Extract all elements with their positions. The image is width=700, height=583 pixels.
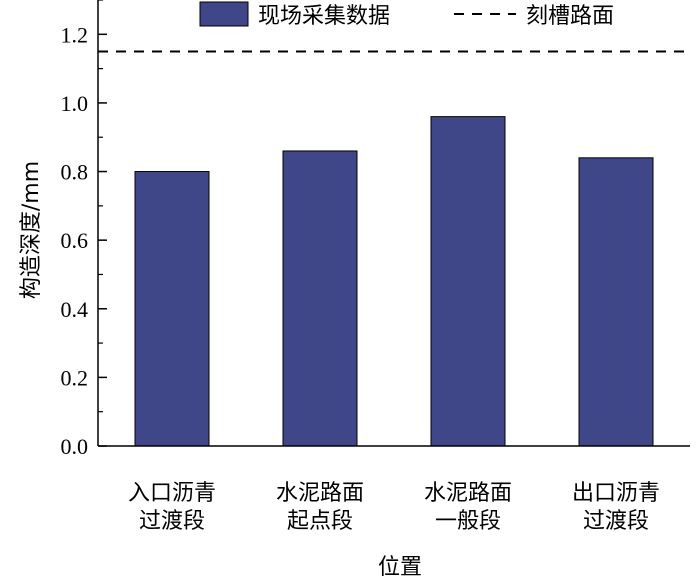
x-category-label: 一般段 [435, 509, 501, 534]
bar-1 [282, 150, 358, 447]
x-axis-title: 位置 [378, 555, 422, 580]
x-category-label: 水泥路面 [424, 481, 512, 506]
x-category-label: 过渡段 [583, 509, 649, 534]
y-tick-label: 1.0 [61, 91, 89, 116]
y-axis-title: 构造深度/mm [19, 161, 44, 299]
x-category-label: 起点段 [287, 509, 353, 534]
legend-label-series: 现场采集数据 [258, 4, 390, 29]
bar-2 [430, 116, 506, 447]
bar-3 [578, 157, 654, 447]
x-category-label: 入口沥青 [128, 481, 216, 506]
bar-0 [134, 171, 210, 447]
y-tick-label: 1.2 [61, 22, 89, 47]
y-tick-label: 0.4 [61, 297, 89, 322]
legend-label-reference: 刻槽路面 [526, 4, 614, 29]
axes [97, 0, 690, 447]
y-tick-label: 0.2 [61, 365, 89, 390]
y-tick-label: 0.8 [61, 160, 89, 185]
y-ticks: 0.0 0.2 0.4 0.6 0.8 1.0 1.2 [61, 0, 107, 459]
y-tick-label: 0.6 [61, 228, 89, 253]
bars [134, 116, 654, 447]
x-category-label: 水泥路面 [276, 481, 364, 506]
x-category-label: 过渡段 [139, 509, 205, 534]
x-category-label: 出口沥青 [572, 481, 660, 506]
legend: 现场采集数据 刻槽路面 [199, 1, 614, 29]
legend-swatch-bar [199, 1, 249, 27]
y-tick-label: 0.0 [61, 434, 89, 459]
